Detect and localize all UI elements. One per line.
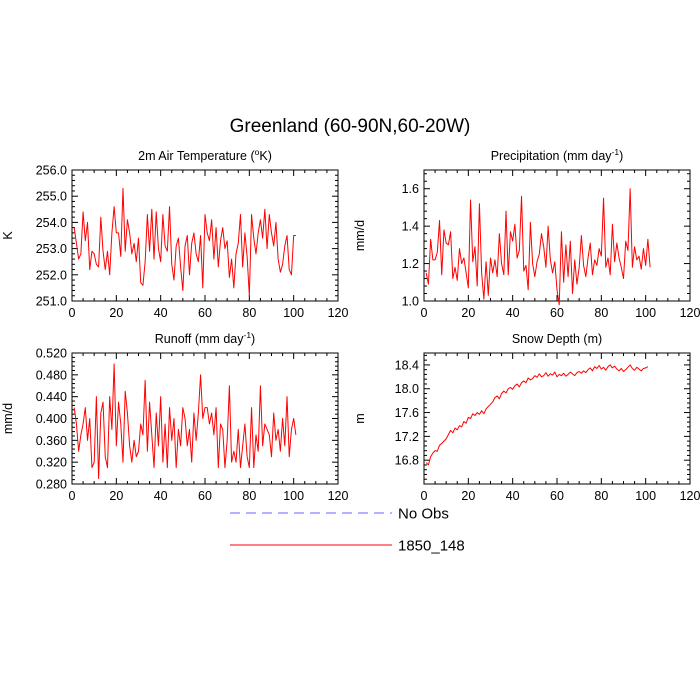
x-tick-label: 120 [680,489,700,503]
y-axis-label: m [353,413,367,423]
x-tick-label: 40 [154,489,168,503]
legend-item: 1850_148 [230,538,465,555]
y-axis-label: K [1,231,15,240]
legend: No Obs 1850_148 [230,506,465,555]
legend-item: No Obs [230,506,449,523]
panel-title-tail: K) [259,149,272,163]
panel-title: Precipitation (mm day-1) [491,147,624,163]
x-tick-label: 20 [109,489,123,503]
x-tick-label: 80 [594,489,608,503]
x-tick-label: 100 [635,489,656,503]
legend-label: No Obs [398,506,449,523]
panel-2: Precipitation (mm day-1) mm/d 0 20 40 60 80 100… [353,147,700,320]
x-tick-label: 60 [198,306,212,320]
y-tick-label: 17.6 [395,406,419,420]
y-tick-label: 0.320 [36,456,67,470]
x-tick-label: 100 [283,306,304,320]
y-tick-label: 1.2 [402,257,419,271]
y-tick-label: 16.8 [395,454,419,468]
x-tick-label: 40 [506,489,520,503]
panel-title-superscript: o [255,147,260,157]
x-tick-label: 20 [461,489,475,503]
plot-frame [423,169,691,302]
panel-title-text: Snow Depth (m) [512,332,602,346]
panel-title-superscript: -1 [612,147,620,157]
y-tick-label: 18.4 [395,358,419,372]
x-tick-label: 80 [242,489,256,503]
y-tick-label: 17.2 [395,430,419,444]
legend-label: 1850_148 [398,538,465,555]
y-tick-label: 1.0 [402,295,419,309]
x-tick-label: 20 [461,306,475,320]
x-tick-label: 0 [421,306,428,320]
plot-frame [423,352,691,485]
panel-title-superscript: -1 [243,330,251,340]
x-tick-label: 0 [421,489,428,503]
panel-3: Runoff (mm day-1) mm/d 0 20 40 60 80 100 120 0.28… [1,330,348,503]
y-tick-label: 0.440 [36,390,67,404]
y-tick-label: 0.280 [36,478,67,492]
panel-4: Snow Depth (m) m 0 20 40 60 80 100 120 16.8 17.2 17… [353,332,700,503]
x-tick-label: 0 [69,489,76,503]
y-tick-label: 18.0 [395,382,419,396]
series-line [425,364,649,466]
panel-title-text: Runoff (mm day [155,332,244,346]
panels: 2m Air Temperature (oK) K 0 20 40 60 80 100 120 2… [1,147,700,503]
x-tick-label: 80 [594,306,608,320]
y-tick-label: 1.6 [402,182,419,196]
panel-title-tail: ) [251,332,255,346]
y-tick-label: 0.480 [36,368,67,382]
series-line [73,363,297,480]
y-tick-label: 251.0 [36,295,67,309]
x-tick-label: 40 [154,306,168,320]
panel-title-tail: ) [619,149,623,163]
panel-title: Snow Depth (m) [512,332,602,346]
y-tick-label: 252.0 [36,268,67,282]
y-tick-label: 0.360 [36,434,67,448]
x-tick-label: 100 [635,306,656,320]
y-axis-label: mm/d [353,220,367,251]
panel-1: 2m Air Temperature (oK) K 0 20 40 60 80 100 120 2… [1,147,348,320]
y-tick-label: 1.4 [402,220,419,234]
y-axis-label: mm/d [1,403,15,434]
x-tick-label: 120 [328,489,349,503]
x-tick-label: 60 [550,489,564,503]
series-line [73,187,296,297]
series-line [425,188,651,306]
x-tick-label: 20 [109,306,123,320]
x-tick-label: 0 [69,306,76,320]
x-tick-label: 80 [242,306,256,320]
panel-title: Runoff (mm day-1) [155,330,255,346]
x-tick-label: 120 [328,306,349,320]
y-tick-label: 0.520 [36,347,67,361]
panel-title-text: Precipitation (mm day [491,149,613,163]
y-tick-label: 253.0 [36,242,67,256]
y-tick-label: 255.0 [36,190,67,204]
panel-title-text: 2m Air Temperature ( [138,149,255,163]
x-tick-label: 120 [680,306,700,320]
x-tick-label: 60 [198,489,212,503]
y-tick-label: 256.0 [36,164,67,178]
figure-title: Greenland (60-90N,60-20W) [230,116,471,137]
y-tick-label: 254.0 [36,216,67,230]
x-tick-label: 100 [283,489,304,503]
panel-title: 2m Air Temperature (oK) [138,147,272,163]
x-tick-label: 60 [550,306,564,320]
y-tick-label: 0.400 [36,412,67,426]
x-tick-label: 40 [506,306,520,320]
